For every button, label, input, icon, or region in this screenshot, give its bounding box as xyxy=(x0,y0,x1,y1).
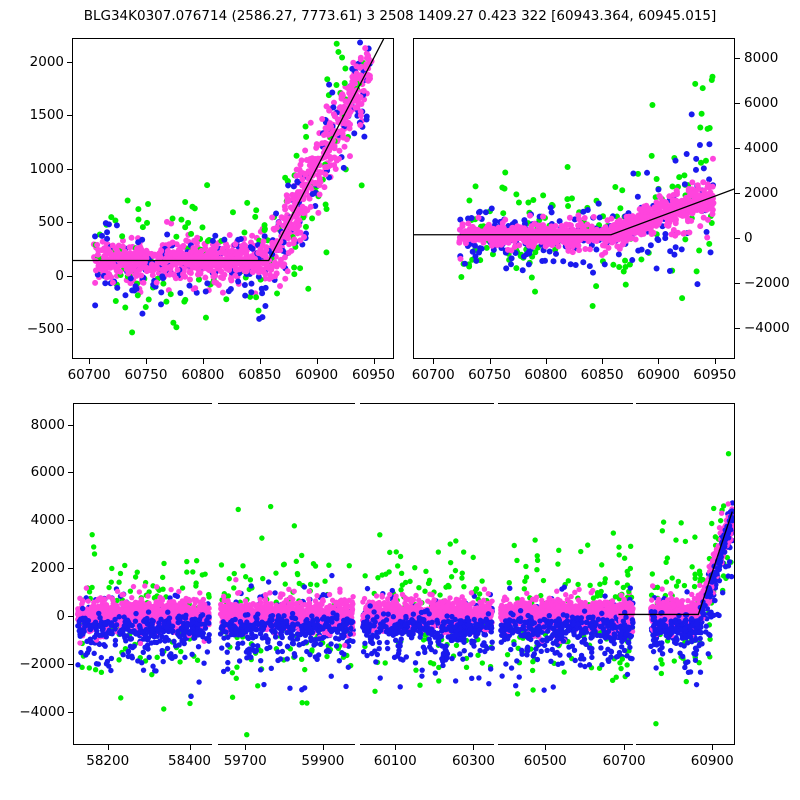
tick-mark xyxy=(245,745,247,750)
axis-break-gap-top-3 xyxy=(633,401,636,405)
panel-bottom-full-lightcurve xyxy=(73,403,735,745)
tick-mark xyxy=(67,222,72,224)
tick-mark xyxy=(735,282,740,284)
tick-mark xyxy=(107,745,109,750)
ytick-label-tr-6: 8000 xyxy=(744,50,779,67)
xtick-label-bt-2: 59700 xyxy=(223,753,267,769)
tick-mark xyxy=(735,327,740,329)
xtick-label-tr-2: 60800 xyxy=(524,367,568,383)
tick-mark xyxy=(68,520,73,522)
xtick-label-tl-1: 60750 xyxy=(124,367,168,383)
tick-mark xyxy=(735,147,740,149)
tick-mark xyxy=(433,359,435,364)
tick-mark xyxy=(322,745,324,750)
tick-mark xyxy=(68,568,73,570)
axis-break-gap-bottom-2 xyxy=(494,744,498,748)
ytick-label-bt-3: 2000 xyxy=(30,560,65,577)
tick-mark xyxy=(189,745,191,750)
xtick-label-tl-0: 60700 xyxy=(67,367,111,383)
tick-mark xyxy=(67,329,72,331)
ytick-label-tl-0: −500 xyxy=(26,321,64,338)
xtick-label-tr-1: 60750 xyxy=(468,367,512,383)
ytick-label-tl-5: 2000 xyxy=(29,53,64,70)
tick-mark xyxy=(89,359,91,364)
tick-mark xyxy=(67,275,72,277)
scatter-plot-bottom xyxy=(74,451,734,738)
xtick-label-tr-0: 60700 xyxy=(411,367,455,383)
xtick-label-tr-4: 60900 xyxy=(636,367,680,383)
ytick-label-bt-4: 4000 xyxy=(30,512,65,529)
tick-mark xyxy=(67,61,72,63)
tick-mark xyxy=(68,424,73,426)
tick-mark xyxy=(658,359,660,364)
ytick-label-tl-4: 1500 xyxy=(29,107,64,124)
ytick-label-tl-3: 1000 xyxy=(29,160,64,177)
ytick-label-tr-0: −4000 xyxy=(744,319,790,336)
xtick-label-tl-4: 60900 xyxy=(295,367,339,383)
xtick-label-bt-7: 60700 xyxy=(602,753,646,769)
tick-mark xyxy=(624,745,626,750)
ytick-label-tr-2: 0 xyxy=(744,229,753,246)
tick-mark xyxy=(712,745,714,750)
axis-break-gap-bottom-0 xyxy=(212,744,218,748)
xtick-label-bt-3: 59900 xyxy=(301,753,345,769)
figure-title: BLG34K0307.076714 (2586.27, 7773.61) 3 2… xyxy=(83,8,717,24)
tick-mark xyxy=(67,115,72,117)
tick-mark xyxy=(545,745,547,750)
tick-mark xyxy=(545,359,547,364)
xtick-label-tl-5: 60950 xyxy=(352,367,395,383)
tick-mark xyxy=(68,472,73,474)
ytick-label-bt-1: −2000 xyxy=(19,655,65,672)
xtick-label-bt-1: 58400 xyxy=(168,753,212,769)
axis-break-gap-bottom-1 xyxy=(355,744,360,748)
xtick-label-tl-2: 60800 xyxy=(181,367,225,383)
tick-mark xyxy=(259,359,261,364)
panel-top-right-season xyxy=(413,38,735,359)
xtick-label-tr-3: 60850 xyxy=(580,367,624,383)
axis-break-gap-bottom-3 xyxy=(633,744,636,748)
tick-mark xyxy=(714,359,716,364)
tick-mark xyxy=(67,168,72,170)
tick-mark xyxy=(735,237,740,239)
xtick-label-tl-3: 60850 xyxy=(238,367,282,383)
axis-break-gap-top-2 xyxy=(494,401,498,405)
tick-mark xyxy=(373,359,375,364)
ytick-label-bt-0: −4000 xyxy=(19,703,65,720)
ytick-label-tr-1: −2000 xyxy=(744,274,790,291)
tick-mark xyxy=(68,711,73,713)
xtick-label-bt-4: 60100 xyxy=(373,753,417,769)
tick-mark xyxy=(473,745,475,750)
ytick-label-tr-3: 2000 xyxy=(744,184,779,201)
ytick-label-tr-5: 6000 xyxy=(744,95,779,112)
tick-mark xyxy=(68,663,73,665)
xtick-label-bt-8: 60900 xyxy=(690,753,734,769)
ytick-label-tl-1: 0 xyxy=(55,267,64,284)
ytick-label-bt-5: 6000 xyxy=(30,464,65,481)
tick-mark xyxy=(202,359,204,364)
tick-mark xyxy=(489,359,491,364)
panel-top-left-zoom xyxy=(72,38,394,359)
tick-mark xyxy=(735,58,740,60)
ytick-label-bt-6: 8000 xyxy=(30,416,65,433)
tick-mark xyxy=(602,359,604,364)
tick-mark xyxy=(316,359,318,364)
tick-mark xyxy=(735,192,740,194)
xtick-label-bt-0: 58200 xyxy=(86,753,130,769)
xtick-label-bt-5: 60300 xyxy=(451,753,495,769)
ytick-label-tl-2: 500 xyxy=(38,214,64,231)
ytick-label-tr-4: 4000 xyxy=(744,139,779,156)
tick-mark xyxy=(395,745,397,750)
tick-mark xyxy=(145,359,147,364)
scatter-plot-top-left xyxy=(73,39,385,336)
xtick-label-bt-6: 60500 xyxy=(523,753,567,769)
ytick-label-bt-2: 0 xyxy=(56,607,65,624)
axis-break-gap-top-0 xyxy=(212,401,218,405)
tick-mark xyxy=(68,615,73,617)
tick-mark xyxy=(735,103,740,105)
scatter-plot-top-right xyxy=(414,73,734,309)
xtick-label-tr-5: 60950 xyxy=(693,367,737,383)
axis-break-gap-top-1 xyxy=(355,401,360,405)
